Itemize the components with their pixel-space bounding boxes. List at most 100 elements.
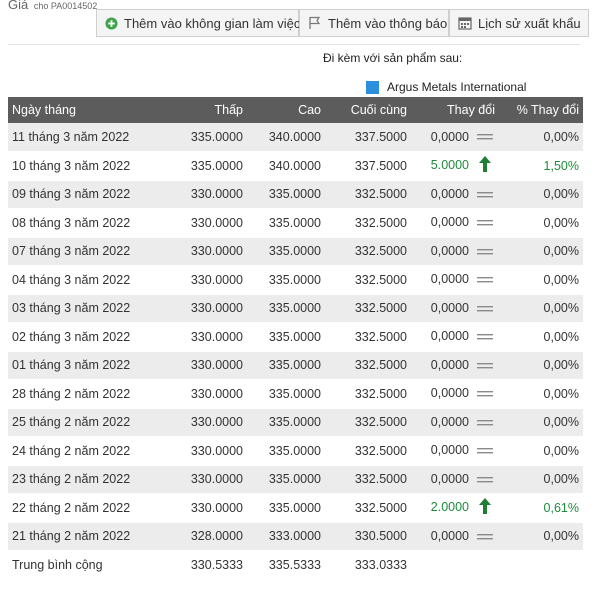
cell-low: 330.0000 (156, 408, 247, 437)
cell-date: 03 tháng 3 năm 2022 (8, 294, 156, 323)
column-header-last[interactable]: Cuối cùng (350, 103, 407, 117)
cell-high: 335.0000 (247, 294, 325, 323)
column-header-pct-change[interactable]: % Thay đổi (516, 103, 579, 117)
cell-date: 23 tháng 2 năm 2022 (8, 465, 156, 494)
cell-pct-change: 0,00% (499, 265, 583, 295)
equals-icon (475, 530, 495, 544)
table-row: 24 tháng 2 năm 2022 330.0000 335.0000 332.5… (8, 436, 583, 466)
add-to-alerts-label: Thêm vào thông báo (328, 15, 448, 31)
equals-icon (475, 216, 495, 230)
cell-low: 330.0000 (156, 180, 247, 209)
cell-pct-change: 0,00% (499, 208, 583, 238)
change-value: 5.0000 (430, 158, 469, 173)
plus-icon (105, 16, 118, 30)
column-header-low[interactable]: Thấp (214, 103, 244, 117)
table-row: 11 tháng 3 năm 2022 335.0000 340.0000 337.5… (8, 123, 583, 152)
average-row: Trung bình cộng 330.5333 335.5333 333.0333 (8, 550, 583, 580)
add-to-workspace-button[interactable]: Thêm vào không gian làm việc (96, 9, 301, 37)
change-value: 0,0000 (430, 186, 469, 201)
column-header-change[interactable]: Thay đổi (447, 103, 495, 117)
equals-icon (475, 302, 495, 316)
cell-low: 330.0000 (156, 436, 247, 466)
equals-icon (475, 273, 495, 287)
table-row: 10 tháng 3 năm 2022 335.0000 340.0000 337.5… (8, 151, 583, 181)
cell-pct-change: 0,00% (499, 408, 583, 437)
cell-date: 07 tháng 3 năm 2022 (8, 237, 156, 266)
cell-change: 0,0000 (411, 436, 499, 466)
cell-pct-change: 0,00% (499, 436, 583, 466)
average-empty-cell (499, 550, 583, 580)
legend-swatch (366, 80, 379, 94)
cell-date: 01 tháng 3 năm 2022 (8, 351, 156, 380)
cell-high: 340.0000 (247, 123, 325, 152)
price-history-table: Ngày tháng Thấp Cao Cuối cùng Thay đổi %… (8, 97, 583, 580)
cell-high: 335.0000 (247, 237, 325, 266)
cell-high: 335.0000 (247, 322, 325, 352)
toolbar: Giá cho PA0014502 Thêm vào không gian là… (0, 0, 600, 40)
cell-pct-change: 0,00% (499, 180, 583, 209)
column-header-date[interactable]: Ngày tháng (12, 103, 76, 117)
cell-date: 25 tháng 2 năm 2022 (8, 408, 156, 437)
cell-change: 0,0000 (411, 208, 499, 238)
cell-high: 335.0000 (247, 465, 325, 494)
cell-change: 0,0000 (411, 408, 499, 437)
equals-icon (475, 444, 495, 458)
column-header-high[interactable]: Cao (298, 103, 321, 117)
cell-date: 09 tháng 3 năm 2022 (8, 180, 156, 209)
cell-last: 332.5000 (325, 351, 411, 380)
change-value: 0,0000 (430, 129, 469, 144)
cell-last: 332.5000 (325, 379, 411, 409)
cell-date: 04 tháng 3 năm 2022 (8, 265, 156, 295)
average-high: 335.5333 (247, 550, 325, 580)
average-low: 330.5333 (156, 550, 247, 580)
average-last: 333.0333 (325, 550, 411, 580)
equals-icon (475, 330, 495, 344)
export-history-button[interactable]: Lịch sử xuất khẩu (449, 9, 589, 37)
cell-date: 28 tháng 2 năm 2022 (8, 379, 156, 409)
cell-low: 330.0000 (156, 265, 247, 295)
average-label: Trung bình cộng (8, 550, 156, 580)
equals-icon (475, 473, 495, 487)
cell-last: 332.5000 (325, 294, 411, 323)
cell-pct-change: 0,00% (499, 123, 583, 152)
flag-icon (308, 16, 322, 30)
legend-label: Argus Metals International (387, 80, 527, 94)
table-row: 09 tháng 3 năm 2022 330.0000 335.0000 332.5… (8, 180, 583, 209)
cell-pct-change: 1,50% (499, 151, 583, 181)
cell-pct-change: 0,00% (499, 379, 583, 409)
cell-pct-change: 0,00% (499, 294, 583, 323)
table-row: 01 tháng 3 năm 2022 330.0000 335.0000 332.5… (8, 351, 583, 380)
table-row: 25 tháng 2 năm 2022 330.0000 335.0000 332.5… (8, 408, 583, 437)
add-to-alerts-button[interactable]: Thêm vào thông báo (299, 9, 449, 37)
cell-date: 11 tháng 3 năm 2022 (8, 123, 156, 152)
table-row: 02 tháng 3 năm 2022 330.0000 335.0000 332.5… (8, 322, 583, 352)
cell-last: 330.5000 (325, 522, 411, 551)
cell-pct-change: 0,00% (499, 351, 583, 380)
add-to-workspace-label: Thêm vào không gian làm việc (124, 15, 301, 31)
cell-high: 335.0000 (247, 493, 325, 523)
table-row: 28 tháng 2 năm 2022 330.0000 335.0000 332.5… (8, 379, 583, 409)
change-value: 0,0000 (430, 443, 469, 458)
cell-high: 335.0000 (247, 436, 325, 466)
cell-high: 335.0000 (247, 265, 325, 295)
cell-date: 22 tháng 2 năm 2022 (8, 493, 156, 523)
cell-low: 330.0000 (156, 322, 247, 352)
arrow-up-icon (475, 498, 495, 517)
cell-low: 335.0000 (156, 123, 247, 152)
arrow-up-icon (475, 156, 495, 175)
change-value: 0,0000 (430, 471, 469, 486)
cell-high: 340.0000 (247, 151, 325, 181)
cell-last: 337.5000 (325, 151, 411, 181)
price-label: Giá (8, 0, 29, 12)
cell-change: 0,0000 (411, 522, 499, 551)
cell-high: 335.0000 (247, 351, 325, 380)
cell-pct-change: 0,00% (499, 237, 583, 266)
table-row: 23 tháng 2 năm 2022 330.0000 335.0000 332.5… (8, 465, 583, 494)
average-empty-cell (411, 550, 499, 580)
price-title: Giá cho PA0014502 (8, 0, 97, 12)
change-value: 0,0000 (430, 414, 469, 429)
cell-high: 335.0000 (247, 208, 325, 238)
cell-last: 332.5000 (325, 493, 411, 523)
change-value: 0,0000 (430, 386, 469, 401)
cell-pct-change: 0,00% (499, 522, 583, 551)
